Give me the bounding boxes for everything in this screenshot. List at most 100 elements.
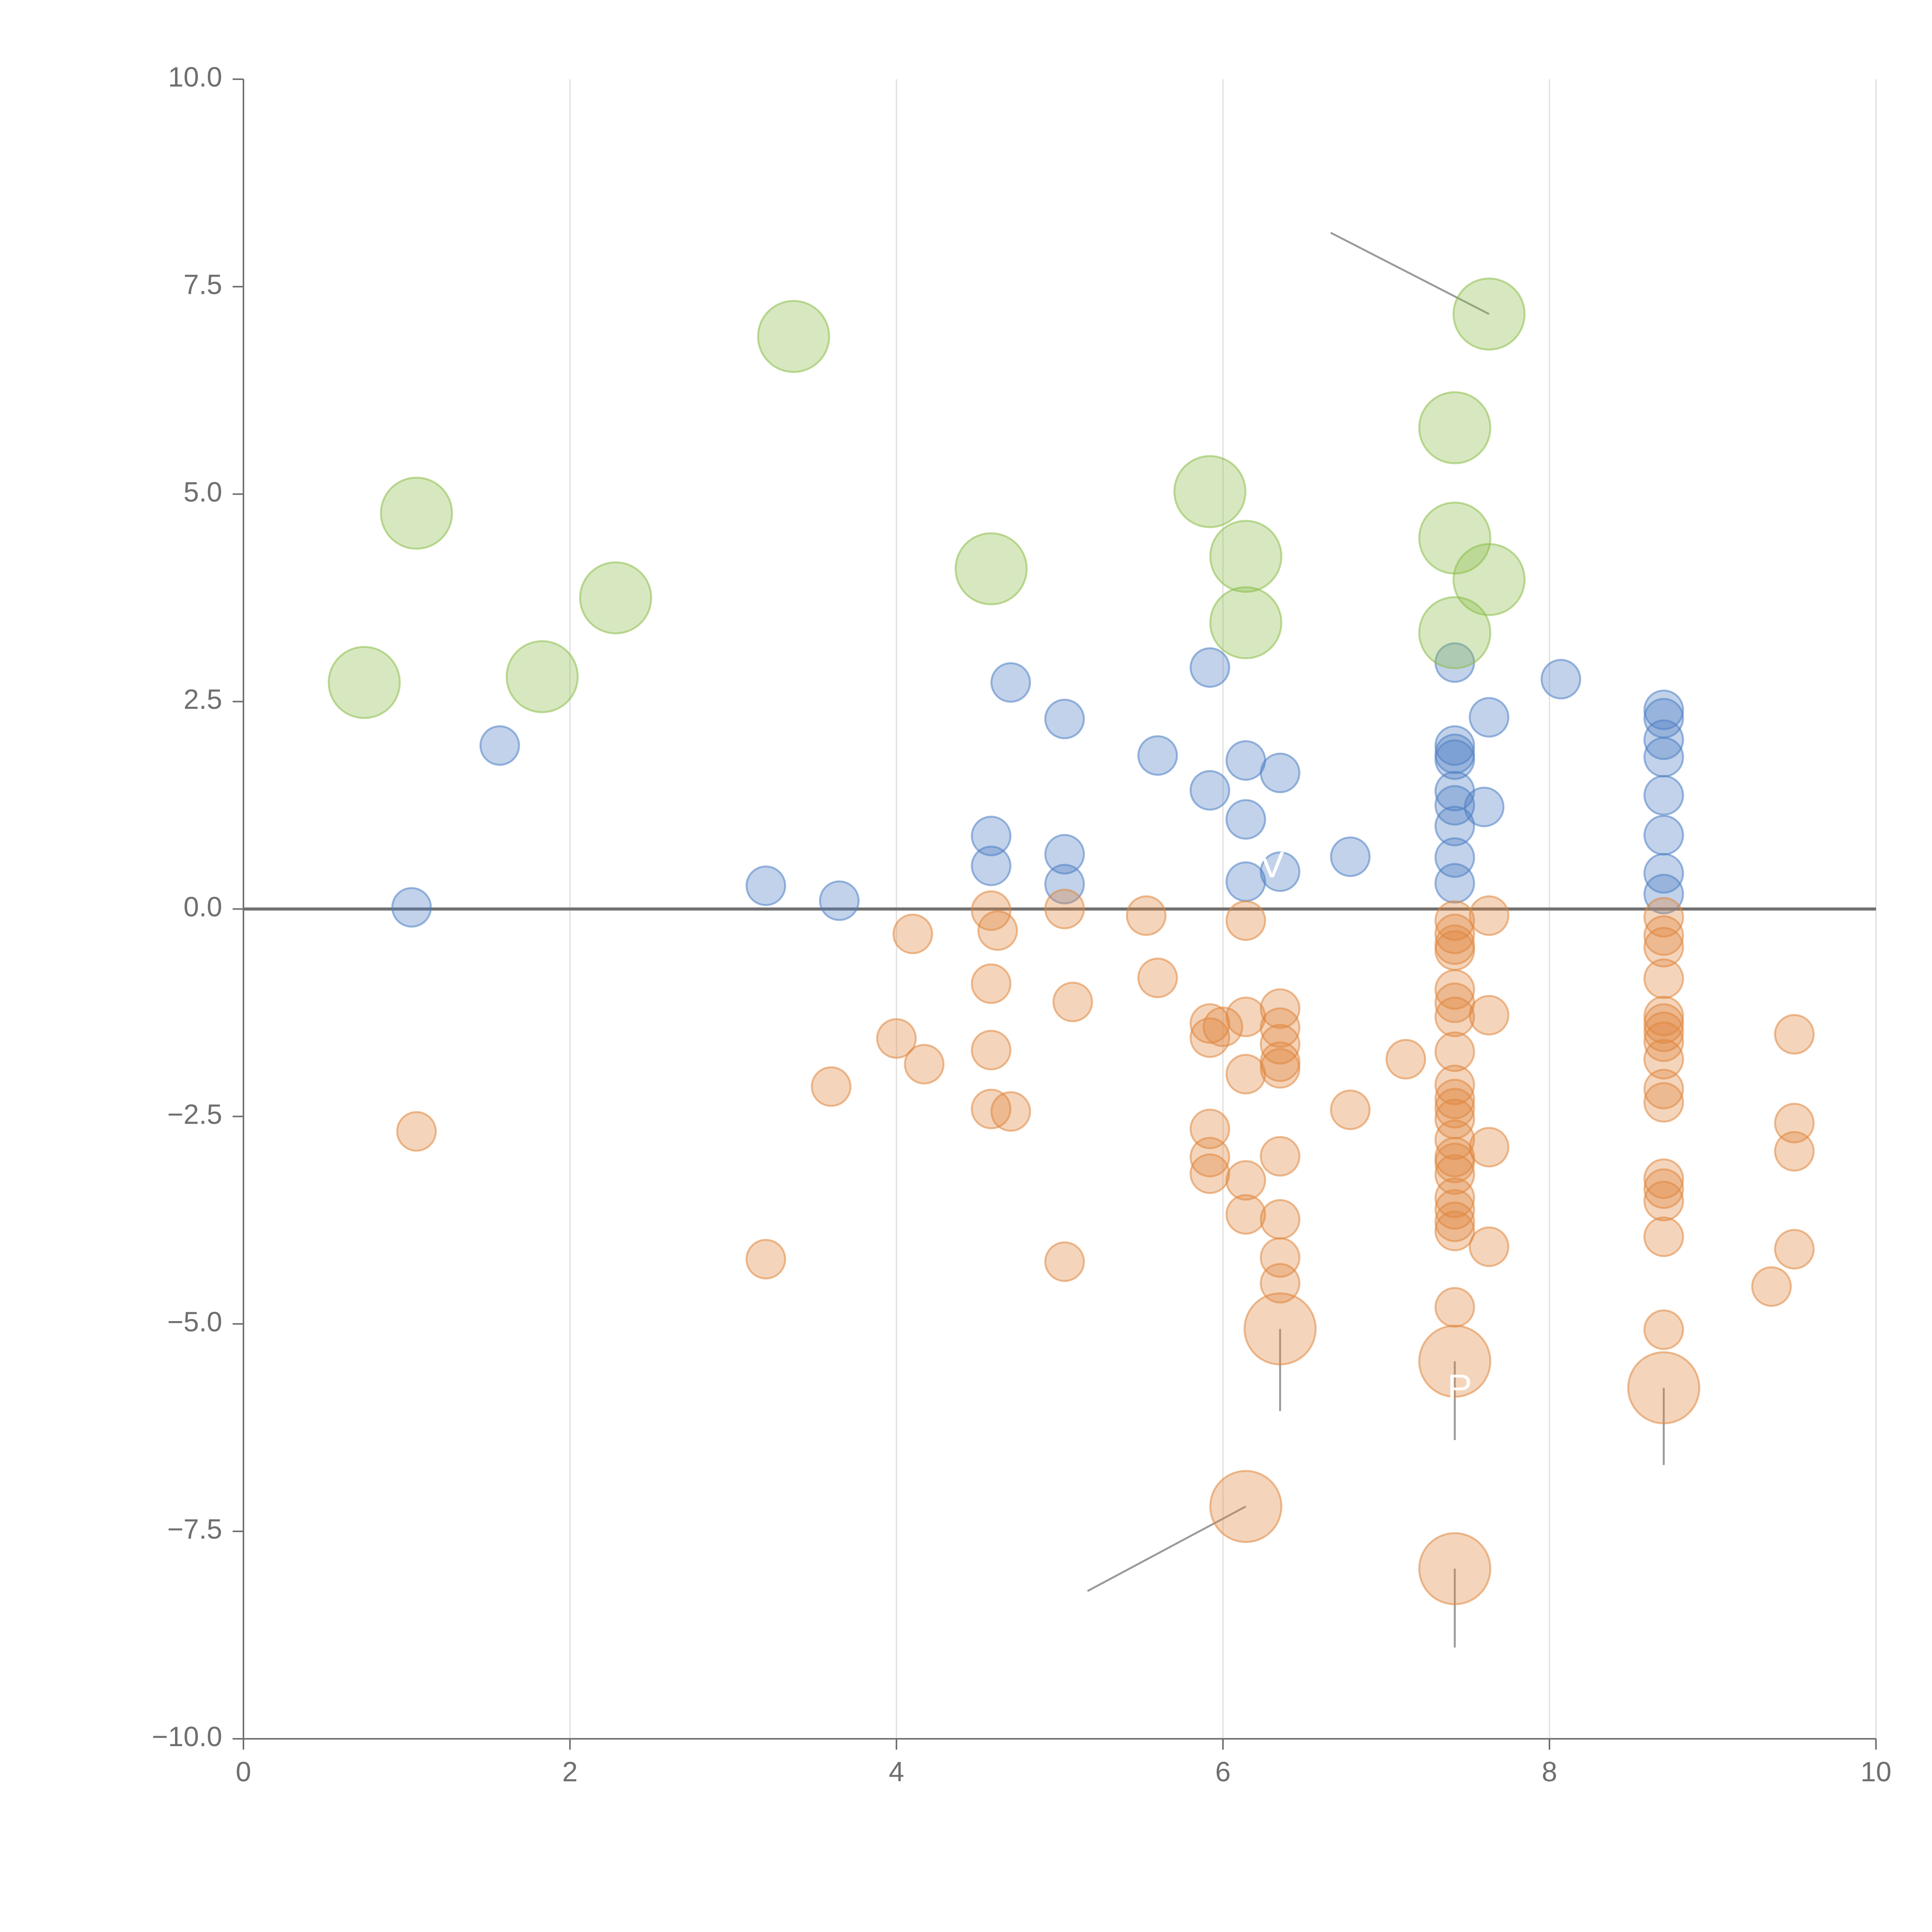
orange-point xyxy=(1643,1216,1684,1257)
green-point xyxy=(328,646,401,719)
orange-point xyxy=(1385,1039,1426,1080)
orange-point xyxy=(1434,900,1475,941)
green-point xyxy=(1418,596,1492,669)
blue-point xyxy=(1434,725,1475,766)
green-point xyxy=(954,532,1028,605)
blue-point xyxy=(1044,699,1085,740)
orange-point xyxy=(1469,1226,1510,1267)
green-point xyxy=(1452,277,1526,351)
orange-point xyxy=(1774,1103,1815,1144)
blue-point xyxy=(1643,815,1684,855)
blue-point xyxy=(990,662,1031,703)
orange-point xyxy=(1044,1241,1085,1282)
blue-point xyxy=(1189,647,1230,688)
orange-point xyxy=(1434,1211,1475,1252)
blue-point xyxy=(1643,775,1684,816)
orange-point xyxy=(1751,1266,1792,1307)
point-labels: V H P xyxy=(1260,840,1472,1408)
green-point xyxy=(579,561,652,634)
orange-point xyxy=(1189,1109,1230,1150)
blue-point xyxy=(1044,834,1085,875)
orange-point xyxy=(1774,1131,1815,1172)
green-point xyxy=(1418,391,1492,464)
blue-point xyxy=(391,887,432,928)
orange-point xyxy=(1643,1180,1684,1221)
orange-point xyxy=(1225,1054,1266,1095)
orange-point xyxy=(1434,1201,1475,1242)
orange-point xyxy=(990,1091,1031,1132)
orange-point xyxy=(1225,1160,1266,1201)
orange-point xyxy=(811,1066,852,1107)
orange-point xyxy=(1260,1263,1301,1304)
orange-point xyxy=(904,1044,945,1085)
orange-point xyxy=(1643,897,1684,938)
blue-point xyxy=(971,816,1012,857)
orange-point xyxy=(1774,1014,1815,1055)
orange-large-point xyxy=(1418,1325,1492,1398)
blue-point xyxy=(1225,799,1266,840)
orange-point xyxy=(892,913,933,954)
orange-point xyxy=(1434,1287,1475,1328)
x-tick-label: 4 xyxy=(889,1757,904,1787)
blue-point xyxy=(1643,737,1684,778)
green-point xyxy=(1173,455,1247,528)
orange-point xyxy=(1434,1189,1475,1230)
orange-point xyxy=(971,963,1012,1004)
orange-point xyxy=(1434,1088,1475,1129)
tick-labels: 10.0 7.5 5.0 2.5 0.0 −2.5 −5.0 −7.5 −10.0 0 2 4 6 8 10 xyxy=(152,62,1891,1787)
y-tick-label: 2.5 xyxy=(184,684,222,715)
orange-point xyxy=(1330,1089,1371,1130)
blue-point xyxy=(1260,752,1301,793)
orange-point xyxy=(1643,1021,1684,1062)
orange-point xyxy=(1774,1229,1815,1270)
orange-point xyxy=(1202,1006,1243,1047)
green-point xyxy=(1209,520,1282,593)
orange-point xyxy=(971,1030,1012,1071)
orange-point xyxy=(1044,889,1085,929)
orange-point xyxy=(1434,1143,1475,1184)
orange-point xyxy=(1643,1069,1684,1110)
blue-point xyxy=(1469,697,1510,738)
orange-point xyxy=(1643,1158,1684,1199)
x-tick-label: 2 xyxy=(562,1757,578,1787)
green-point xyxy=(505,640,579,713)
leader-line xyxy=(1330,232,1490,315)
blue-point xyxy=(819,880,860,921)
y-tick-label: −7.5 xyxy=(167,1514,222,1545)
orange-point xyxy=(1643,1039,1684,1080)
orange-point xyxy=(1434,1177,1475,1218)
data-points xyxy=(328,277,1815,1605)
x-tick-label: 6 xyxy=(1215,1757,1231,1787)
blue-point xyxy=(1464,786,1505,827)
orange-point xyxy=(1260,1199,1301,1240)
blue-point xyxy=(1643,689,1684,730)
x-tick-label: 8 xyxy=(1542,1757,1557,1787)
orange-point xyxy=(1434,913,1475,954)
blue-point xyxy=(1044,864,1085,905)
orange-point xyxy=(1434,1031,1475,1072)
point-label: V xyxy=(1260,844,1284,885)
y-tick-label: 5.0 xyxy=(184,477,222,508)
y-tick-label: 10.0 xyxy=(168,62,222,93)
blue-point xyxy=(1434,785,1475,826)
x-tick-label: 0 xyxy=(236,1757,251,1787)
orange-point xyxy=(1260,1007,1301,1048)
blue-point xyxy=(745,865,786,906)
orange-point xyxy=(1643,1082,1684,1123)
orange-point xyxy=(1434,1065,1475,1105)
orange-point xyxy=(396,1111,437,1152)
orange-large-point xyxy=(1418,1532,1492,1605)
blue-point xyxy=(1643,853,1684,894)
y-tick-label: −2.5 xyxy=(167,1099,222,1130)
orange-point xyxy=(1469,995,1510,1036)
orange-point xyxy=(1225,1194,1266,1235)
green-point xyxy=(1209,586,1282,660)
orange-point xyxy=(1126,895,1167,936)
blue-point xyxy=(1643,719,1684,760)
orange-point xyxy=(1643,927,1684,968)
orange-point xyxy=(1643,915,1684,956)
blue-point xyxy=(971,845,1012,886)
orange-point xyxy=(1260,1136,1301,1177)
orange-point xyxy=(876,1018,917,1059)
